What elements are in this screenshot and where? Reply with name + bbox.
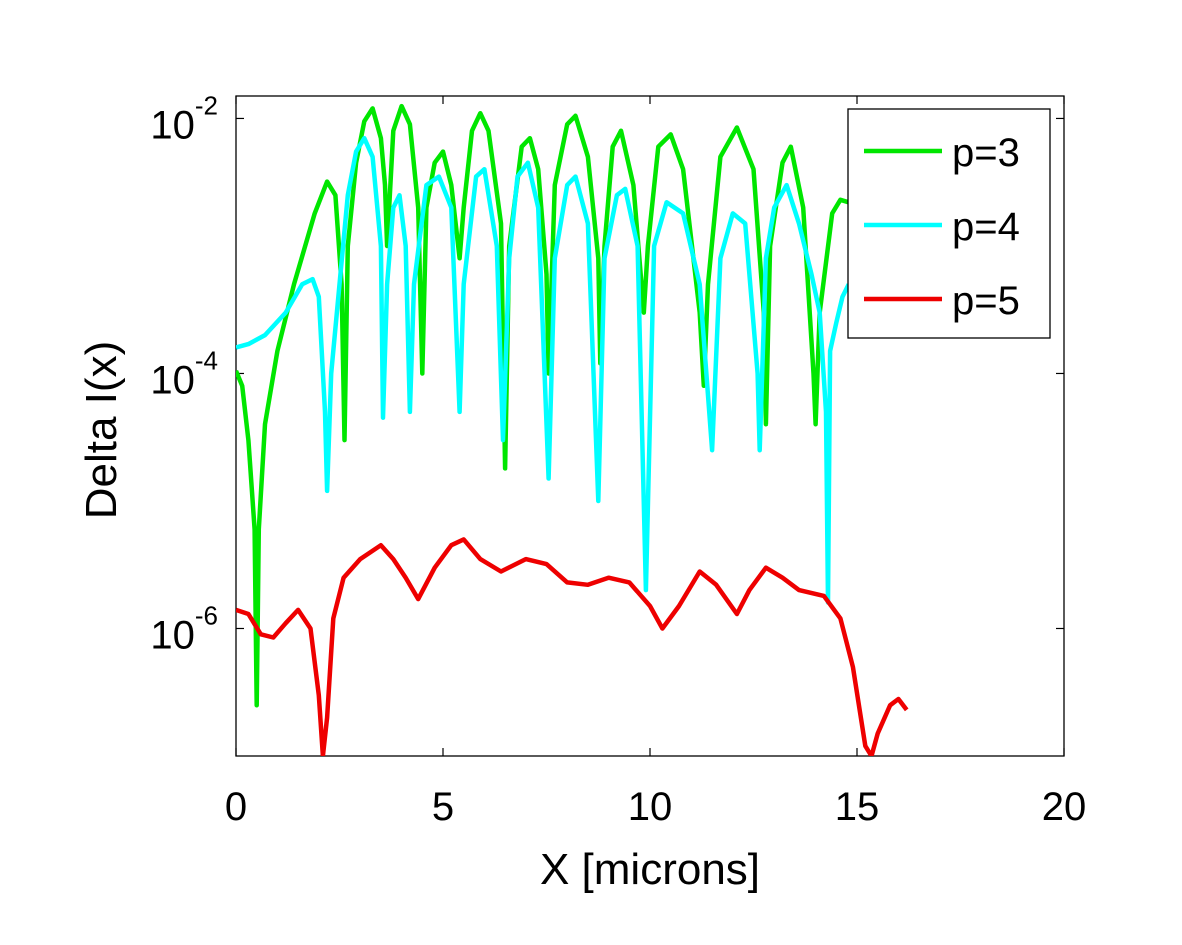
y-tick-label: 10-2	[150, 90, 218, 147]
y-tick-label: 10-6	[150, 600, 218, 657]
legend-label: p=4	[952, 205, 1020, 249]
x-tick-label: 20	[1042, 785, 1087, 829]
x-tick-label: 10	[628, 785, 673, 829]
y-tick-label: 10-4	[150, 345, 218, 402]
x-tick-label: 5	[432, 785, 454, 829]
y-axis-label: Delta I(x)	[77, 341, 126, 519]
legend-label: p=3	[952, 131, 1020, 175]
series-line-p4	[236, 135, 851, 605]
x-tick-label: 0	[225, 785, 247, 829]
series-layer	[236, 103, 909, 756]
axis-ticks: 0 5 10 15 20 10-2 10-4 10-6	[150, 90, 1086, 829]
x-tick-label: 15	[835, 785, 880, 829]
series-line-p5	[236, 537, 909, 756]
legend: p=3 p=4 p=5	[847, 108, 1051, 339]
legend-label: p=5	[952, 279, 1020, 323]
x-axis-label: X [microns]	[540, 845, 760, 894]
